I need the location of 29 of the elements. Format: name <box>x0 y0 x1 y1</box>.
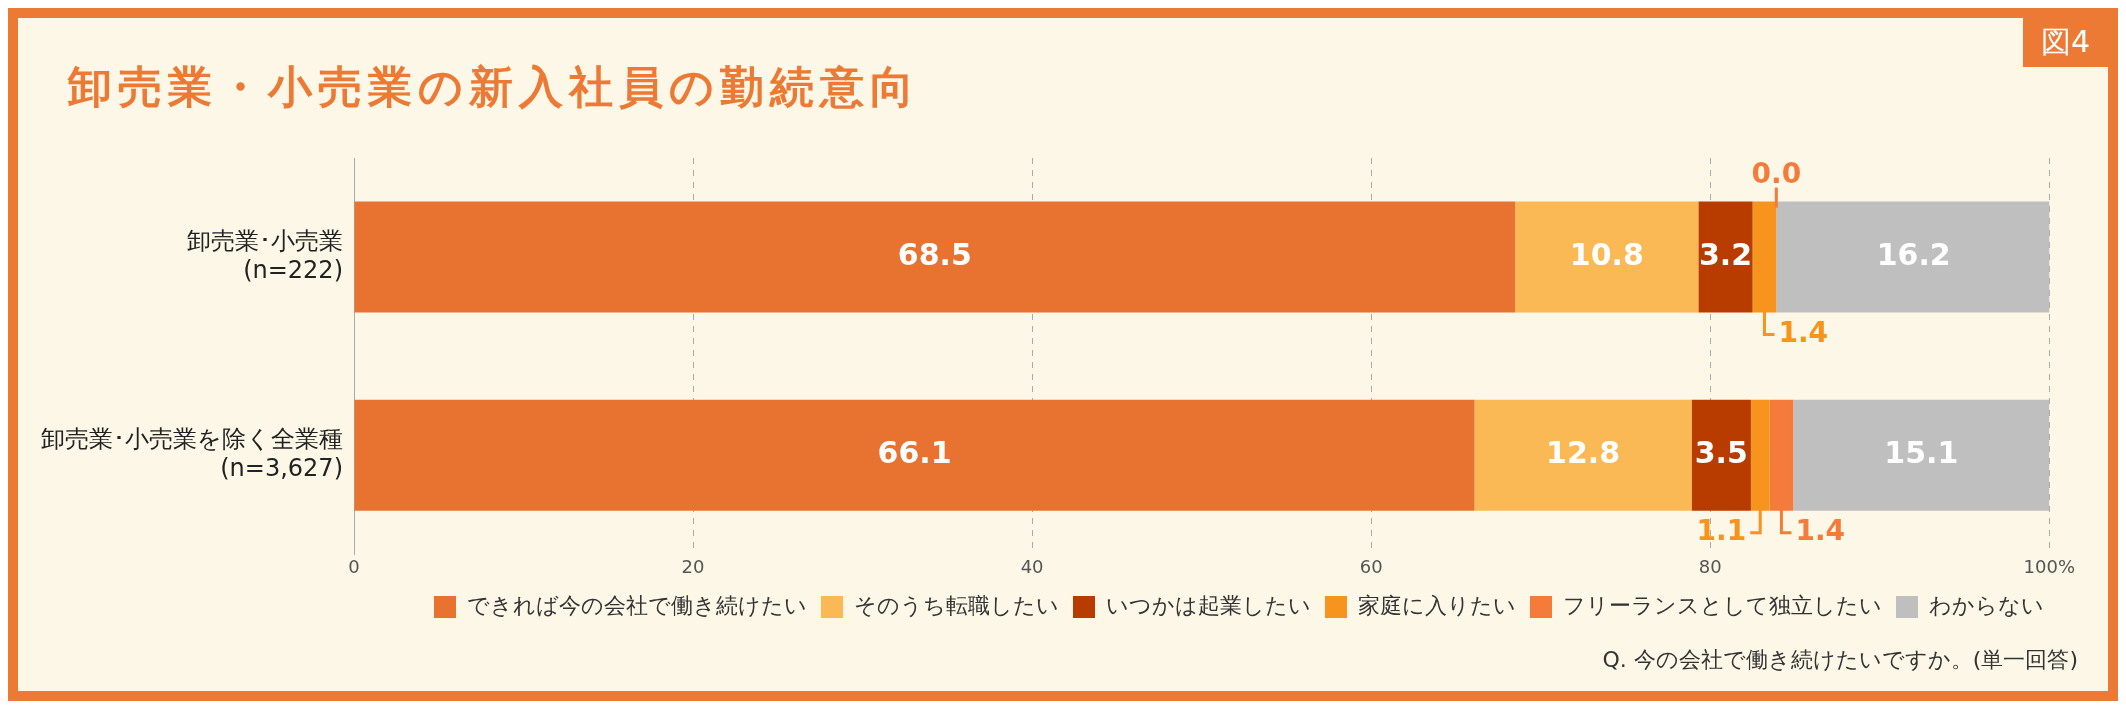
x-tick-label: 40 <box>1020 555 1044 577</box>
data-label: 3.2 <box>1698 236 1753 272</box>
x-tick-label: 80 <box>1698 555 1722 577</box>
caption: 図4 <box>2022 18 2108 67</box>
data-label: 66.1 <box>877 435 952 471</box>
data-label: 15.1 <box>1884 435 1959 471</box>
data-label: 12.8 <box>1546 435 1621 471</box>
x-tick-label: 60 <box>1359 555 1383 577</box>
legend-label: 家庭に入りたい <box>1358 592 1516 618</box>
data-label: 1.1 <box>1696 514 1747 548</box>
y-tick-label: 卸売業･小売業 (n=222) <box>187 226 343 284</box>
x-tick-label: 0 <box>348 555 360 577</box>
text: Q. 今の会社で働き続けたいですか。(単一回答) <box>1602 646 2078 674</box>
data-label: 68.5 <box>897 236 972 272</box>
legend-label: できれば今の会社で働き続けたい <box>467 592 807 618</box>
x-tick-label: 100% <box>2023 555 2075 577</box>
legend-label: わからない <box>1929 592 2044 618</box>
chart-title: 卸売業・小売業の新入社員の勤続意向 <box>68 60 920 114</box>
x-tick-label: 20 <box>681 555 705 577</box>
legend-label: いつかは起業したい <box>1106 592 1311 618</box>
data-label: 1.4 <box>1778 315 1829 349</box>
y-tick-label: 卸売業･小売業を除く全業種 (n=3,627) <box>41 425 343 482</box>
data-label: 0.0 <box>1751 156 1802 190</box>
data-label: 1.4 <box>1795 514 1846 548</box>
legend-label: そのうち転職したい <box>854 592 1059 618</box>
legend-label: フリーランスとして独立したい <box>1563 592 1882 618</box>
data-label: 10.8 <box>1569 236 1644 272</box>
data-label: 16.2 <box>1876 236 1951 272</box>
data-label: 3.5 <box>1694 435 1748 471</box>
